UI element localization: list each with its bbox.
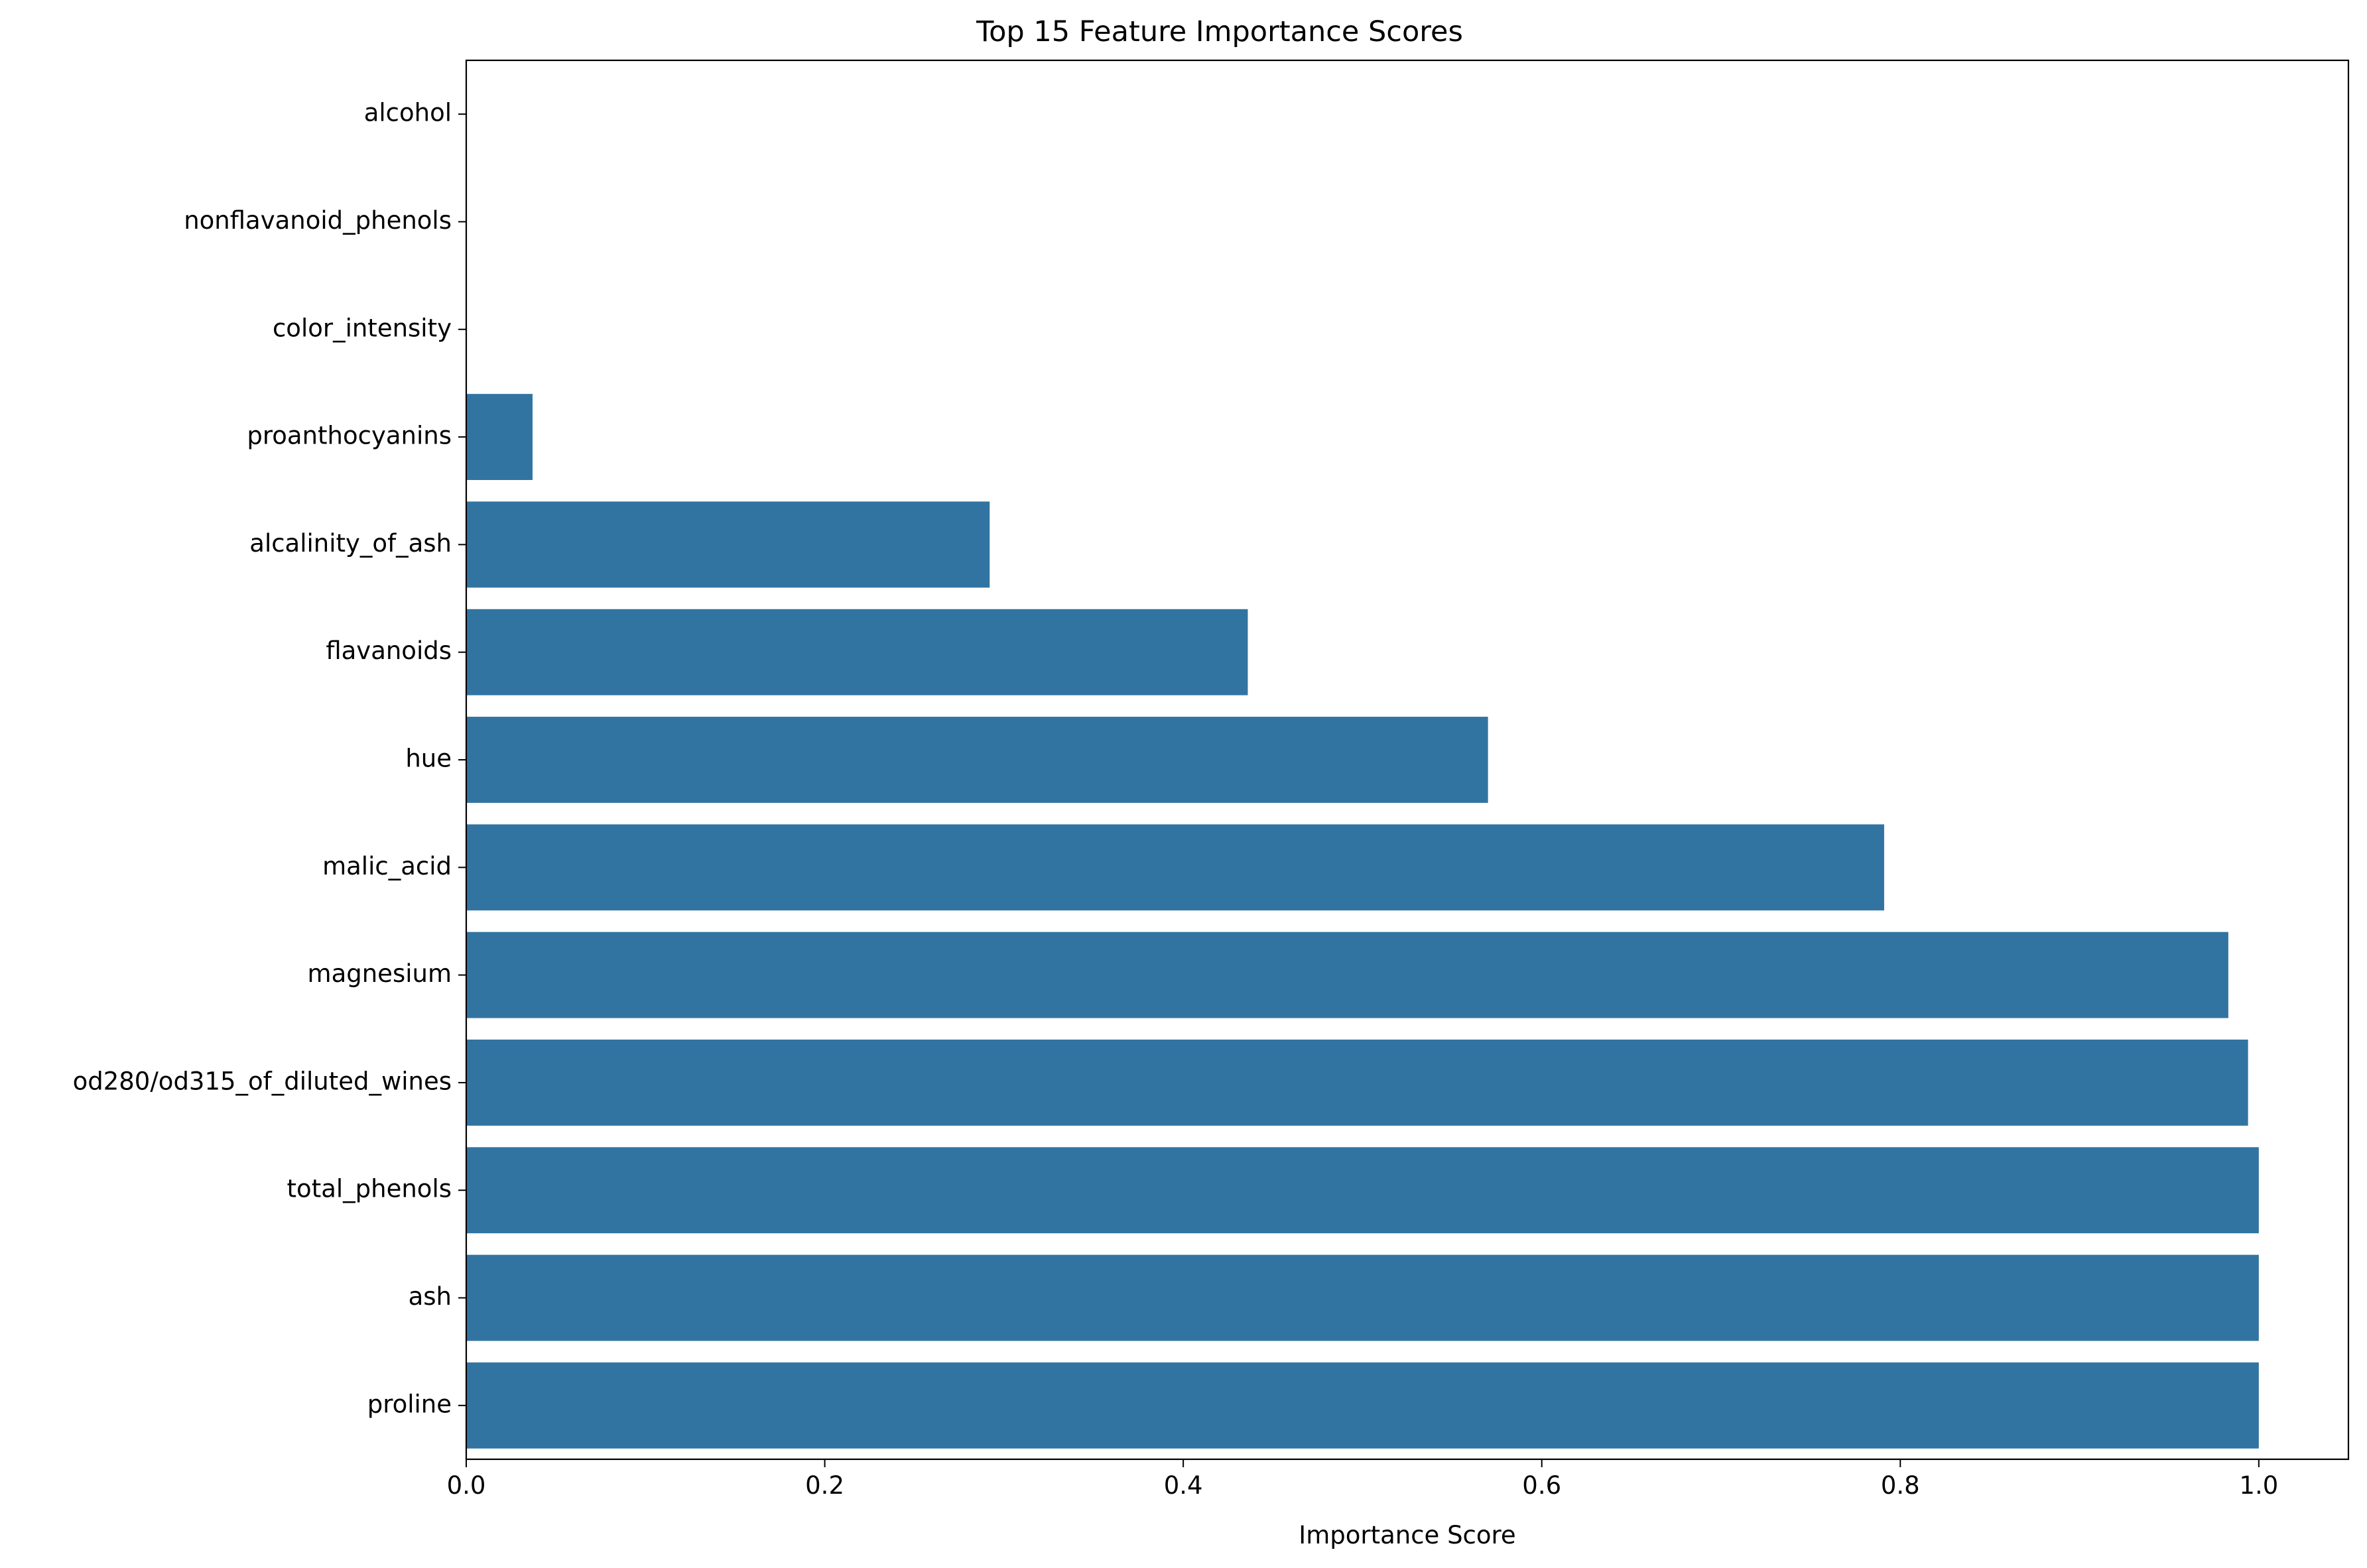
bar-malic_acid [466, 824, 1884, 911]
y-tick-label: magnesium [308, 959, 452, 988]
bar-hue [466, 717, 1488, 803]
x-tick-label: 0.8 [1881, 1471, 1920, 1500]
bar-proline [466, 1362, 2259, 1449]
y-tick-label: total_phenols [287, 1175, 452, 1203]
chart-title: Top 15 Feature Importance Scores [976, 15, 1463, 48]
x-tick-label: 0.6 [1522, 1471, 1561, 1500]
x-tick-label: 0.2 [805, 1471, 844, 1500]
y-tick-label: flavanoids [326, 636, 452, 665]
y-tick-label: alcohol [364, 99, 452, 127]
y-axis: alcohol nonflavanoid_phenols color_intensi… [73, 99, 466, 1418]
bar-ash [466, 1254, 2259, 1341]
bar-od280/od315_of_diluted_wines [466, 1040, 2248, 1126]
bar-alcalinity_of_ash [466, 501, 990, 588]
plot-frame [465, 59, 2350, 1461]
x-axis: 0.0 0.2 0.4 0.6 0.8 1.0 [447, 1459, 2278, 1500]
y-tick-label: hue [405, 745, 452, 773]
bars-group [466, 394, 2259, 1449]
y-tick-label: nonflavanoid_phenols [184, 206, 452, 235]
bar-flavanoids [466, 609, 1248, 695]
y-tick-label: proline [367, 1390, 452, 1418]
bar-total_phenols [466, 1147, 2259, 1234]
x-tick-label: 0.4 [1164, 1471, 1203, 1500]
bar-magnesium [466, 932, 2228, 1018]
y-tick-label: od280/od315_of_diluted_wines [73, 1067, 452, 1095]
x-axis-label: Importance Score [1299, 1521, 1515, 1549]
x-tick-label: 0.0 [447, 1471, 486, 1500]
x-tick-label: 1.0 [2239, 1471, 2278, 1500]
y-tick-label: ash [409, 1282, 452, 1311]
y-tick-label: proanthocyanins [247, 422, 452, 450]
bar-proanthocyanins [466, 394, 533, 480]
y-tick-label: alcalinity_of_ash [249, 529, 452, 558]
y-tick-label: color_intensity [273, 314, 452, 342]
y-tick-label: malic_acid [322, 852, 452, 880]
